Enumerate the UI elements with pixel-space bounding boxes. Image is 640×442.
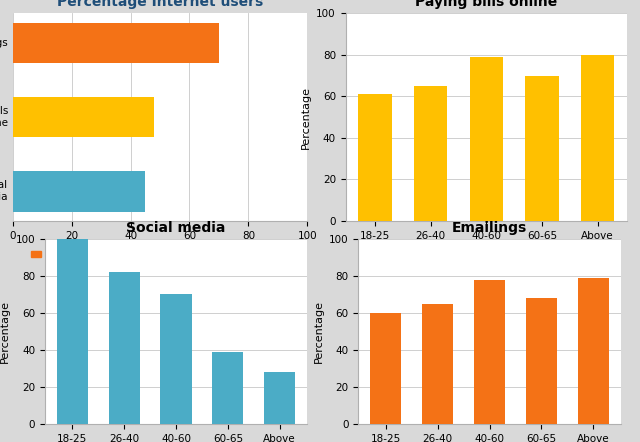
Y-axis label: Percentage: Percentage	[0, 300, 10, 363]
Bar	[422, 304, 453, 424]
Y-axis label: Percentage: Percentage	[314, 300, 323, 363]
Title: Emailings: Emailings	[452, 221, 527, 235]
X-axis label: Age: Age	[476, 246, 497, 256]
Bar	[581, 55, 614, 221]
Title: Percentage Internet users: Percentage Internet users	[57, 0, 263, 9]
Bar	[414, 86, 447, 221]
Bar	[264, 372, 295, 424]
Bar	[109, 272, 140, 424]
Bar	[57, 239, 88, 424]
Bar	[526, 298, 557, 424]
Bar	[470, 57, 503, 221]
Bar	[578, 278, 609, 424]
Bar	[525, 76, 559, 221]
Bar	[13, 23, 219, 64]
Title: Social media: Social media	[126, 221, 226, 235]
Y-axis label: Percentage: Percentage	[301, 86, 310, 149]
Bar	[474, 279, 505, 424]
Bar	[358, 94, 392, 221]
Title: Paying bills online: Paying bills online	[415, 0, 557, 9]
Bar	[212, 352, 243, 424]
Bar	[13, 171, 145, 212]
Bar	[371, 313, 401, 424]
Bar	[13, 97, 154, 137]
Bar	[161, 294, 191, 424]
Legend: Emailings, Payings bills online, Social media: Emailings, Payings bills online, Social …	[28, 247, 292, 263]
